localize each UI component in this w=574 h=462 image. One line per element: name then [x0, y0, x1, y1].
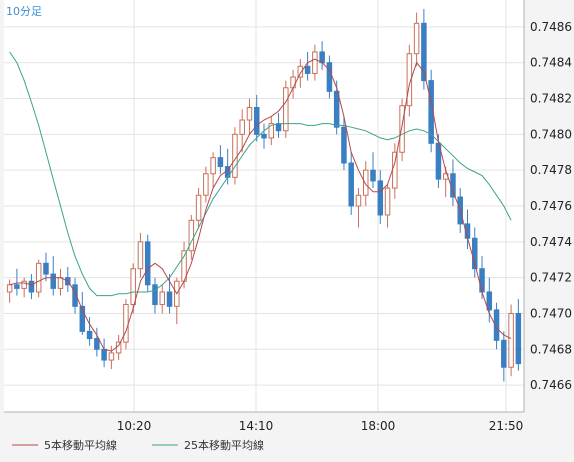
candle-body-up	[188, 219, 195, 252]
candle-body-up	[297, 65, 304, 78]
x-tick-label: 18:00	[361, 419, 396, 433]
y-tick-label: 0.7472	[530, 271, 572, 285]
y-tick-label: 0.7468	[530, 342, 572, 356]
candle-body-up	[268, 123, 275, 139]
candle-body-up	[413, 22, 420, 55]
candle-body-down	[515, 312, 522, 365]
candle-body-down	[486, 291, 493, 311]
candle-body-up	[123, 304, 129, 343]
candle-body-down	[341, 126, 347, 164]
y-tick-label: 0.7470	[530, 306, 572, 320]
candle-body-up	[137, 241, 144, 270]
candle-body-down	[166, 291, 173, 307]
candle-body-up	[115, 341, 122, 354]
candle-body-down	[326, 62, 333, 92]
x-tick-label: 21:50	[489, 419, 524, 433]
candle-body-down	[319, 51, 325, 64]
candle-body-down	[253, 106, 260, 135]
x-tick-label: 10:20	[117, 419, 152, 433]
candle-body-up	[384, 187, 391, 216]
candle-body-up	[57, 277, 64, 289]
legend-label: 25本移動平均線	[184, 438, 264, 452]
candle-body-down	[50, 273, 56, 289]
x-tick-label: 14:10	[239, 419, 274, 433]
candle-body-down	[472, 237, 478, 270]
y-tick-label: 0.7476	[530, 199, 572, 213]
legend-label: 5本移動平均線	[44, 438, 117, 452]
candle-body-down	[144, 241, 151, 286]
candle-body-down	[217, 157, 224, 168]
candle-body-down	[370, 169, 376, 182]
candle-body-up	[232, 133, 238, 178]
candle-body-down	[72, 284, 78, 307]
y-tick-label: 0.7478	[530, 163, 572, 177]
candle-body-up	[362, 169, 369, 196]
candle-body-up	[195, 194, 202, 221]
candle-body-down	[501, 339, 507, 368]
candle-body-up	[239, 119, 245, 135]
y-tick-label: 0.7486	[530, 20, 572, 34]
candle-body-down	[14, 284, 20, 289]
candle-body-down	[101, 348, 107, 361]
candle-body-up	[203, 173, 209, 196]
y-tick-label: 0.7482	[530, 92, 572, 106]
chart-title: 10分足	[6, 5, 42, 18]
candle-body-down	[333, 90, 340, 128]
candle-body-up	[283, 87, 289, 132]
ma5-line	[9, 58, 512, 352]
y-tick-label: 0.7466	[530, 378, 572, 392]
candle-body-down	[43, 262, 49, 275]
candle-body-down	[421, 22, 427, 82]
candle-body-down	[348, 162, 354, 207]
candle-body-up	[355, 194, 362, 207]
candle-body-up	[108, 352, 115, 361]
candle-body-down	[94, 338, 100, 350]
candle-body-up	[392, 151, 398, 189]
candle-body-down	[275, 123, 282, 132]
candle-body-up	[130, 268, 136, 306]
candle-body-up	[406, 53, 413, 107]
candle-body-up	[399, 105, 405, 153]
candle-body-up	[290, 76, 296, 89]
ma25-line	[9, 51, 512, 297]
candle-body-down	[493, 309, 500, 341]
candle-body-down	[304, 65, 311, 74]
candle-body-down	[152, 284, 158, 306]
candle-body-up	[35, 262, 42, 293]
candle-body-up	[21, 280, 27, 289]
candle-body-down	[28, 280, 35, 293]
candle-body-down	[79, 305, 86, 332]
candle-body-up	[6, 284, 13, 293]
candle-body-up	[246, 106, 253, 121]
y-tick-label: 0.7480	[530, 127, 572, 141]
y-tick-label: 0.7474	[530, 235, 572, 249]
candle-body-up	[508, 312, 514, 368]
candle-body-down	[261, 133, 267, 139]
y-tick-label: 0.7484	[530, 56, 572, 70]
candle-body-down	[377, 180, 384, 216]
candle-body-up	[312, 51, 318, 74]
candle-body-up	[210, 157, 216, 175]
candle-body-down	[479, 268, 485, 293]
candle-body-up	[159, 291, 166, 306]
candle-body-down	[86, 330, 93, 340]
